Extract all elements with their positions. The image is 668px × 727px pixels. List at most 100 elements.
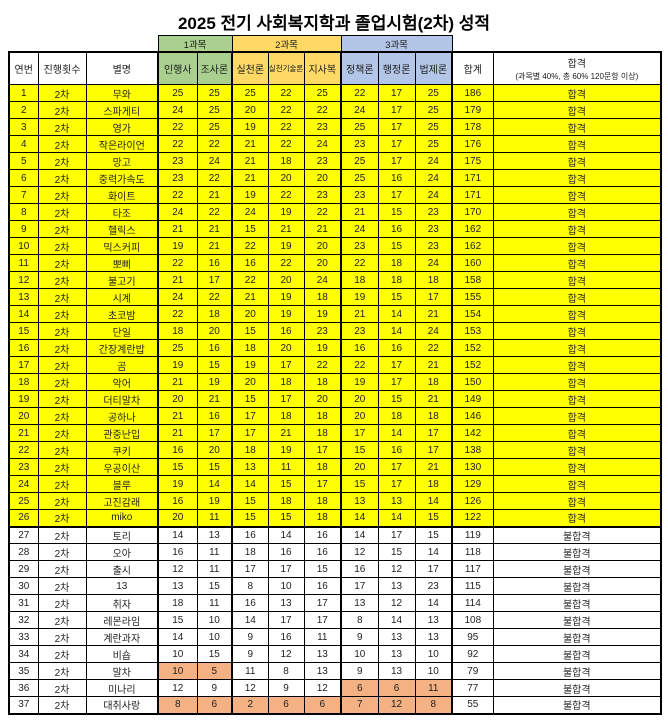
table-row: 11 2차 뽀삐 22 16 16 22 20 22 18 24 160 합격 <box>8 254 663 272</box>
cell-total: 152 <box>451 356 494 374</box>
cell-nickname: 공하나 <box>85 407 159 425</box>
cell-score: 17 <box>377 101 416 119</box>
cell-score: 10 <box>267 577 305 595</box>
cell-score: 15 <box>196 645 233 663</box>
cell-no: 15 <box>8 322 39 340</box>
table-row: 27 2차 토리 14 13 16 14 16 14 17 15 119 불합격 <box>8 526 663 544</box>
cell-score: 21 <box>231 152 269 170</box>
cell-score: 16 <box>303 526 342 544</box>
cell-score: 24 <box>414 186 453 204</box>
cell-score: 25 <box>414 135 453 153</box>
cell-score: 13 <box>231 458 269 476</box>
cell-score: 8 <box>157 696 198 715</box>
cell-result: 합격 <box>492 237 663 255</box>
cell-score: 12 <box>377 696 416 715</box>
cell-score: 21 <box>196 220 233 238</box>
cell-total: 162 <box>451 220 494 238</box>
cell-nickname: 관중난입 <box>85 424 159 442</box>
cell-result: 불합격 <box>492 611 663 629</box>
table-row: 8 2차 타조 24 22 24 19 22 21 15 23 170 합격 <box>8 203 663 221</box>
cell-no: 10 <box>8 237 39 255</box>
cell-result: 합격 <box>492 339 663 357</box>
cell-score: 24 <box>303 271 342 289</box>
cell-result: 불합격 <box>492 679 663 697</box>
cell-score: 23 <box>303 152 342 170</box>
cell-score: 16 <box>196 254 233 272</box>
cell-score: 24 <box>157 101 198 119</box>
cell-score: 17 <box>267 356 305 374</box>
cell-score: 21 <box>157 407 198 425</box>
cell-score: 15 <box>231 322 269 340</box>
cell-attempt: 2차 <box>37 169 87 187</box>
cell-total: 129 <box>451 475 494 493</box>
cell-score: 21 <box>196 390 233 408</box>
cell-score: 20 <box>231 101 269 119</box>
cell-score: 12 <box>267 645 305 663</box>
cell-no: 34 <box>8 645 39 663</box>
cell-score: 21 <box>303 220 342 238</box>
cell-no: 31 <box>8 594 39 612</box>
header-subject-beopjeron: 법제론 <box>414 51 453 85</box>
cell-total: 122 <box>451 509 494 528</box>
cell-score: 9 <box>340 662 379 680</box>
table-row: 14 2차 초코밤 22 18 20 19 19 21 14 21 154 합격 <box>8 305 663 323</box>
cell-score: 23 <box>157 152 198 170</box>
table-row: 6 2차 중력가속도 23 22 21 20 20 25 16 24 171 합… <box>8 169 663 187</box>
cell-no: 37 <box>8 696 39 715</box>
table-row: 20 2차 공하나 21 16 17 18 18 20 18 18 146 합격 <box>8 407 663 425</box>
cell-score: 16 <box>303 543 342 561</box>
table-row: 1 2차 무와 25 25 25 22 25 22 17 25 186 합격 <box>8 84 663 102</box>
cell-nickname: 말차 <box>85 662 159 680</box>
cell-attempt: 2차 <box>37 526 87 544</box>
cell-score: 17 <box>303 594 342 612</box>
cell-no: 3 <box>8 118 39 136</box>
table-row: 9 2차 헬릭스 21 21 15 21 21 24 16 23 162 합격 <box>8 220 663 238</box>
cell-score: 9 <box>231 645 269 663</box>
cell-score: 17 <box>377 152 416 170</box>
table-row: 28 2차 오아 16 11 18 16 16 12 15 14 118 불합격 <box>8 543 663 561</box>
cell-attempt: 2차 <box>37 424 87 442</box>
cell-total: 158 <box>451 271 494 289</box>
cell-nickname: 비숍 <box>85 645 159 663</box>
cell-no: 18 <box>8 373 39 391</box>
table-row: 33 2차 계란과자 14 10 9 16 11 9 13 13 95 불합격 <box>8 628 663 646</box>
cell-total: 138 <box>451 441 494 459</box>
cell-attempt: 2차 <box>37 611 87 629</box>
cell-score: 13 <box>377 662 416 680</box>
cell-nickname: 뽀삐 <box>85 254 159 272</box>
cell-score: 18 <box>303 407 342 425</box>
cell-score: 25 <box>196 101 233 119</box>
cell-score: 23 <box>340 237 379 255</box>
cell-total: 179 <box>451 101 494 119</box>
cell-nickname: 토리 <box>85 526 159 544</box>
cell-score: 22 <box>267 118 305 136</box>
cell-score: 24 <box>196 152 233 170</box>
cell-score: 18 <box>231 441 269 459</box>
cell-score: 10 <box>414 662 453 680</box>
cell-result: 합격 <box>492 84 663 102</box>
cell-score: 21 <box>414 356 453 374</box>
cell-result: 합격 <box>492 305 663 323</box>
column-header-row: 연번 진행횟수 별명 인행사 조사론 실천론 실천기술론 지사복 정책론 행정론… <box>8 51 663 85</box>
cell-no: 4 <box>8 135 39 153</box>
cell-score: 25 <box>157 84 198 102</box>
cell-score: 23 <box>303 322 342 340</box>
cell-score: 22 <box>303 203 342 221</box>
table-row: 15 2차 단일 18 20 15 16 23 23 14 24 153 합격 <box>8 322 663 340</box>
cell-no: 7 <box>8 186 39 204</box>
cell-score: 13 <box>196 526 233 544</box>
cell-score: 9 <box>267 679 305 697</box>
cell-score: 17 <box>303 441 342 459</box>
cell-score: 15 <box>196 458 233 476</box>
cell-total: 150 <box>451 373 494 391</box>
subject-group-row: 1과목 2과목 3과목 <box>9 35 662 53</box>
cell-no: 24 <box>8 475 39 493</box>
cell-nickname: 무와 <box>85 84 159 102</box>
cell-score: 19 <box>303 339 342 357</box>
cell-score: 22 <box>196 203 233 221</box>
cell-score: 24 <box>157 288 198 306</box>
cell-score: 19 <box>231 356 269 374</box>
cell-attempt: 2차 <box>37 492 87 510</box>
cell-total: 153 <box>451 322 494 340</box>
cell-score: 20 <box>340 407 379 425</box>
